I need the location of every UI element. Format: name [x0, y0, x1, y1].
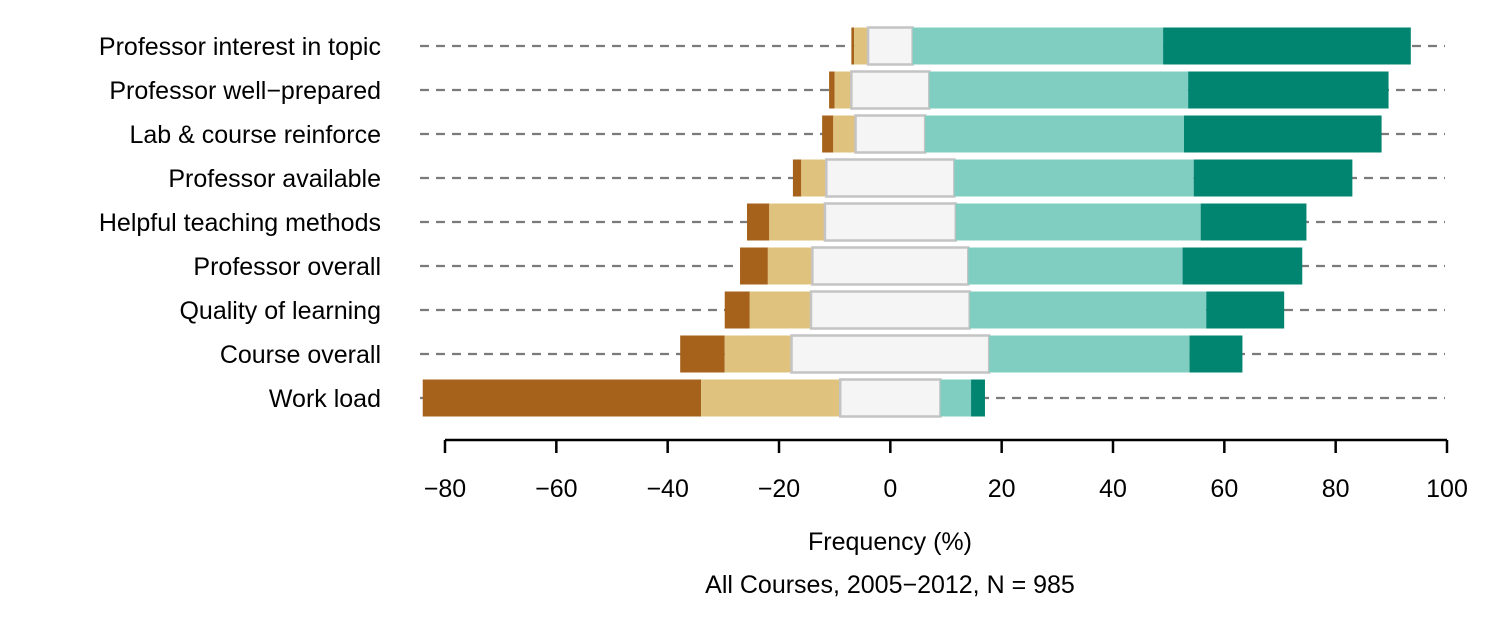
- bar-segment-professor-well-prepared-1: [829, 71, 835, 109]
- bar-segment-lab-course-reinforce-4: [925, 115, 1184, 153]
- bar-segment-work-load-2: [701, 379, 841, 417]
- bar-segment-course-overall-2: [724, 335, 792, 373]
- bar-segment-lab-course-reinforce-1: [822, 115, 834, 153]
- x-tick-label-5: 20: [988, 475, 1016, 503]
- bar-segment-work-load-3: [838, 378, 942, 418]
- x-axis-title: Frequency (%): [808, 528, 972, 556]
- bar-segment-professor-available-2: [801, 159, 827, 197]
- bar-segment-course-overall-1: [680, 335, 725, 373]
- category-label-professor-available: Professor available: [168, 165, 381, 193]
- x-tick-label-0: −80: [424, 475, 466, 503]
- bar-segment-professor-overall-2: [767, 247, 813, 285]
- bar-segment-professor-well-prepared-2: [834, 71, 852, 109]
- x-axis: −80 −60 −40 −20 0 20 40 60 80 100: [424, 438, 1468, 503]
- bar-segment-professor-overall-5: [1182, 247, 1303, 285]
- bar-segment-professor-overall-1: [740, 247, 768, 285]
- x-tick-label-9: 100: [1426, 475, 1468, 503]
- bar-segment-quality-of-learning-5: [1206, 291, 1285, 329]
- category-label-course-overall: Course overall: [220, 341, 381, 369]
- bar-segment-professor-available-5: [1193, 159, 1353, 197]
- category-label-professor-interest-in-topic: Professor interest in topic: [99, 33, 381, 61]
- bar-segment-professor-available-3: [825, 158, 956, 198]
- bar-segment-professor-available-1: [792, 159, 802, 197]
- category-label-professor-well-prepared: Professor well−prepared: [109, 77, 381, 105]
- bar-segment-work-load-4: [940, 379, 972, 417]
- bar-segment-quality-of-learning-2: [749, 291, 812, 329]
- bar-segment-quality-of-learning-4: [969, 291, 1207, 329]
- bar-segment-quality-of-learning-3: [809, 290, 971, 330]
- category-label-work-load: Work load: [269, 385, 381, 413]
- x-tick-label-8: 80: [1322, 475, 1350, 503]
- bar-segment-course-overall-4: [989, 335, 1190, 373]
- bar-segment-professor-interest-in-topic-2: [854, 27, 869, 65]
- category-label-lab-course-reinforce: Lab & course reinforce: [129, 121, 381, 149]
- bar-segment-work-load-1: [422, 379, 702, 417]
- bar-segment-professor-interest-in-topic-3: [866, 26, 914, 66]
- x-tick-label-2: −40: [646, 475, 688, 503]
- category-label-helpful-teaching-methods: Helpful teaching methods: [99, 209, 381, 237]
- bar-segment-professor-overall-3: [811, 246, 970, 286]
- bar-segment-lab-course-reinforce-5: [1183, 115, 1382, 153]
- x-tick-label-4: 0: [883, 475, 897, 503]
- bar-segment-helpful-teaching-methods-5: [1200, 203, 1307, 241]
- bar-segment-professor-interest-in-topic-5: [1163, 27, 1411, 65]
- x-tick-label-6: 40: [1099, 475, 1127, 503]
- category-label-professor-overall: Professor overall: [193, 253, 381, 281]
- bar-segments: [422, 26, 1411, 418]
- bar-segment-helpful-teaching-methods-1: [746, 203, 770, 241]
- bar-segment-professor-overall-4: [968, 247, 1183, 285]
- x-tick-label-7: 60: [1210, 475, 1238, 503]
- chart-subtitle: All Courses, 2005−2012, N = 985: [705, 571, 1075, 599]
- bar-segment-quality-of-learning-1: [724, 291, 750, 329]
- bar-segment-professor-available-4: [954, 159, 1194, 197]
- bar-segment-course-overall-5: [1189, 335, 1243, 373]
- bar-segment-course-overall-3: [790, 334, 991, 374]
- bar-segment-work-load-5: [971, 379, 985, 417]
- category-label-quality-of-learning: Quality of learning: [179, 297, 381, 325]
- bar-segment-professor-interest-in-topic-1: [851, 27, 855, 65]
- bar-segment-professor-interest-in-topic-4: [912, 27, 1164, 65]
- bar-segment-professor-well-prepared-5: [1188, 71, 1389, 109]
- category-labels: Professor interest in topic Professor wel…: [99, 33, 381, 413]
- bar-segment-helpful-teaching-methods-4: [955, 203, 1201, 241]
- bar-segment-lab-course-reinforce-2: [833, 115, 856, 153]
- bar-segment-helpful-teaching-methods-2: [769, 203, 825, 241]
- bar-segment-professor-well-prepared-3: [850, 70, 931, 110]
- x-tick-label-1: −60: [535, 475, 577, 503]
- bar-segment-professor-well-prepared-4: [929, 71, 1189, 109]
- bar-segment-helpful-teaching-methods-3: [823, 202, 957, 242]
- x-tick-label-3: −20: [758, 475, 800, 503]
- bar-segment-lab-course-reinforce-3: [854, 114, 927, 154]
